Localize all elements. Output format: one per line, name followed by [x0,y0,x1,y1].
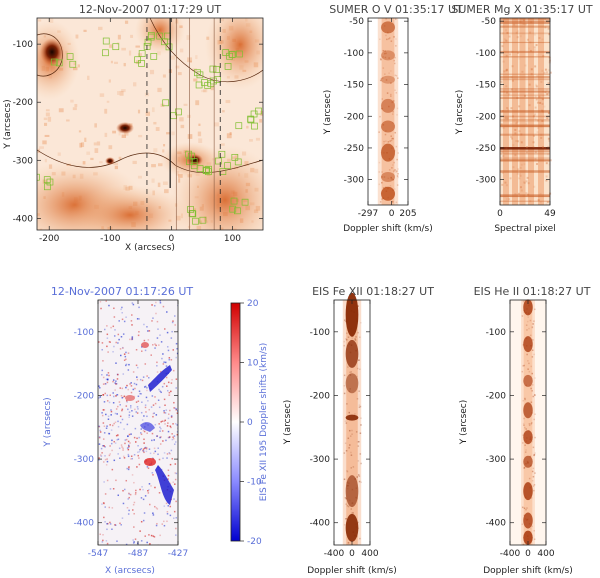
panel-sumer-ov: -297 0 205 -50 -100 -150 -200 -250 -300 SUMER O … [323,3,463,234]
p5-xtick-label: 400 [361,549,378,559]
p3-ytick-label: -50 [481,17,496,27]
p3-xtick-label: 0 [497,209,503,219]
p4-title: 12-Nov-2007 01:17:26 UT [51,285,194,298]
p2-xtick-label: -297 [358,209,378,219]
p3-ytick-label: -100 [476,49,497,59]
p2-title: SUMER O V 01:35:17 UT [329,3,463,16]
colorbar-tick-label: 20 [247,299,259,309]
colorbar-tick-label: -20 [247,537,262,547]
panel-sumer-mgx: 0 49 -50 -100 -150 -200 -250 -300 SUMER Mg X 01… [451,3,593,234]
p5-xlabel: Doppler shift (km/s) [307,566,396,576]
p6-xlabel: Doppler shift (km/s) [483,566,572,576]
p2-ylabel: Y (arcsec) [323,90,333,136]
p3-ylabel: Y (arcsec) [455,90,465,136]
p2-ytick-label: -250 [344,144,365,154]
p1-ytick-label: -200 [13,98,34,108]
p4-xtick-label: -547 [88,549,108,559]
p1-xtick-label: -100 [100,234,121,244]
p6-ytick-label: -100 [486,328,507,338]
p3-xlabel: Spectral pixel [494,224,555,234]
p1-ytick-label: -400 [13,214,34,224]
p4-ytick-label: -300 [74,455,95,465]
p3-ytick-label: -300 [476,176,497,186]
p1-ylabel: Y (arcsecs) [3,99,13,149]
p2-ytick-label: -100 [344,49,365,59]
p5-xtick-label: -400 [324,549,345,559]
panel-doppler-map: -547 -487 -427-100-200-300-400 12-Nov-2007… [43,285,269,576]
p4-xtick-label: -427 [168,549,188,559]
p3-ytick-label: -150 [476,81,497,91]
colorbar-tick-label: 10 [247,359,259,369]
p4-ytick-label: -400 [74,519,95,529]
panel-eis-heii: -400 0 400 -100 -200 -300 -400 EIS He II 01:18… [459,285,591,576]
p2-ytick-label: -200 [344,112,365,122]
p6-ytick-label: -400 [486,519,507,529]
p5-ytick-label: -200 [310,391,331,401]
p4-ytick-label: -200 [74,391,95,401]
p5-ytick-label: -100 [310,328,331,338]
p2-ytick-label: -150 [344,81,365,91]
p1-axes-frame [36,17,264,231]
colorbar-label: EIS Fe XII 195 Doppler shifts (km/s) [259,343,269,502]
p6-ytick-label: -300 [486,455,507,465]
p4-xtick-label: -487 [128,549,148,559]
p6-title: EIS He II 01:18:27 UT [474,285,591,298]
panel-eis-fexii: -400 0 400 -100 -200 -300 -400 EIS Fe XII 01:1… [283,285,434,576]
p1-xtick-label: -200 [39,234,60,244]
p2-xlabel: Doppler shift (km/s) [343,224,432,234]
p2-ytick-label: -50 [349,17,364,27]
p4-xlabel: X (arcsecs) [105,566,155,576]
p3-axes-frame [499,17,551,206]
p5-ylabel: Y (arcsec) [283,400,293,446]
p1-xtick-label: 0 [169,234,175,244]
p6-ylabel: Y (arcsec) [459,400,469,446]
p2-ytick-label: -300 [344,176,365,186]
p5-ytick-label: -300 [310,455,331,465]
p6-xtick-label: 400 [537,549,554,559]
colorbar [231,303,240,541]
p5-ytick-label: -400 [310,519,331,529]
p6-xtick-label: 0 [525,549,531,559]
p1-ytick-label: -300 [13,156,34,166]
p6-ytick-label: -200 [486,391,507,401]
p3-xtick-label: 49 [544,209,556,219]
colorbar-tick-label: 0 [247,418,253,428]
p1-xlabel: X (arcsecs) [125,243,175,253]
p1-title: 12-Nov-2007 01:17:29 UT [79,3,222,16]
p2-xtick-label: 0 [389,209,395,219]
p2-xtick-label: 205 [399,209,416,219]
p4-ylabel: Y (arcsecs) [43,397,53,447]
p5-title: EIS Fe XII 01:18:27 UT [312,285,434,298]
p1-ytick-label: -100 [13,40,34,50]
p3-ytick-label: -250 [476,144,497,154]
p6-xtick-label: -400 [500,549,521,559]
panel-context-image: -200 -100 0 100 -100 -200 -300 -400 12-Nov-2007… [3,3,264,253]
p1-xtick-label: 100 [224,234,241,244]
p4-ytick-label: -100 [74,328,95,338]
p3-ytick-label: -200 [476,112,497,122]
colorbar-tick-label: -10 [247,478,262,488]
p2-axes-frame [367,17,409,206]
p3-title: SUMER Mg X 01:35:17 UT [451,3,593,16]
p5-xtick-label: 0 [349,549,355,559]
